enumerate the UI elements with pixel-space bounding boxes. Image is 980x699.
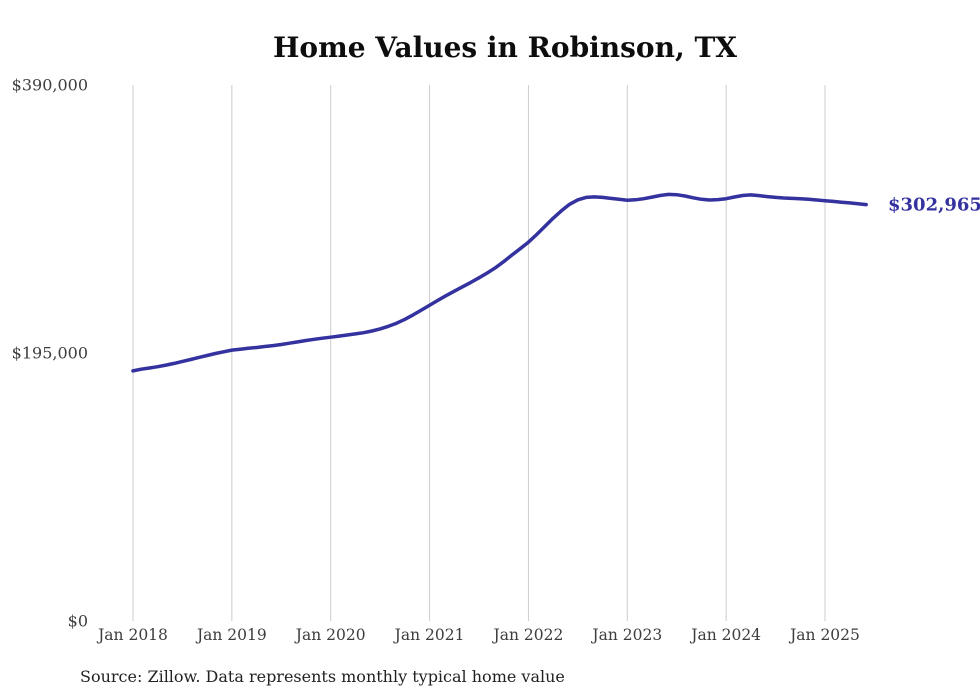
- x-axis-labels: Jan 2018 Jan 2019 Jan 2020 Jan 2021 Jan 2022…: [96, 626, 860, 644]
- y-axis-labels: $0 $195,000 $390,000: [12, 76, 88, 631]
- gridlines: [132, 85, 826, 621]
- end-value-label: $302,965: [888, 195, 980, 216]
- y-tick-label: $0: [68, 612, 88, 631]
- chart-title: Home Values in Robinson, TX: [273, 31, 737, 64]
- x-tick-label: Jan 2020: [294, 626, 366, 644]
- x-tick-label: Jan 2023: [590, 626, 662, 644]
- x-tick-label: Jan 2021: [393, 626, 465, 644]
- home-value-line: [131, 192, 868, 373]
- source-note: Source: Zillow. Data represents monthly …: [80, 667, 565, 686]
- x-tick-label: Jan 2018: [96, 626, 168, 644]
- x-tick-label: Jan 2025: [788, 626, 860, 644]
- x-tick-label: Jan 2019: [195, 626, 267, 644]
- y-tick-label: $195,000: [12, 344, 88, 363]
- y-tick-label: $390,000: [12, 76, 88, 95]
- x-tick-label: Jan 2024: [689, 626, 761, 644]
- x-tick-label: Jan 2022: [492, 626, 564, 644]
